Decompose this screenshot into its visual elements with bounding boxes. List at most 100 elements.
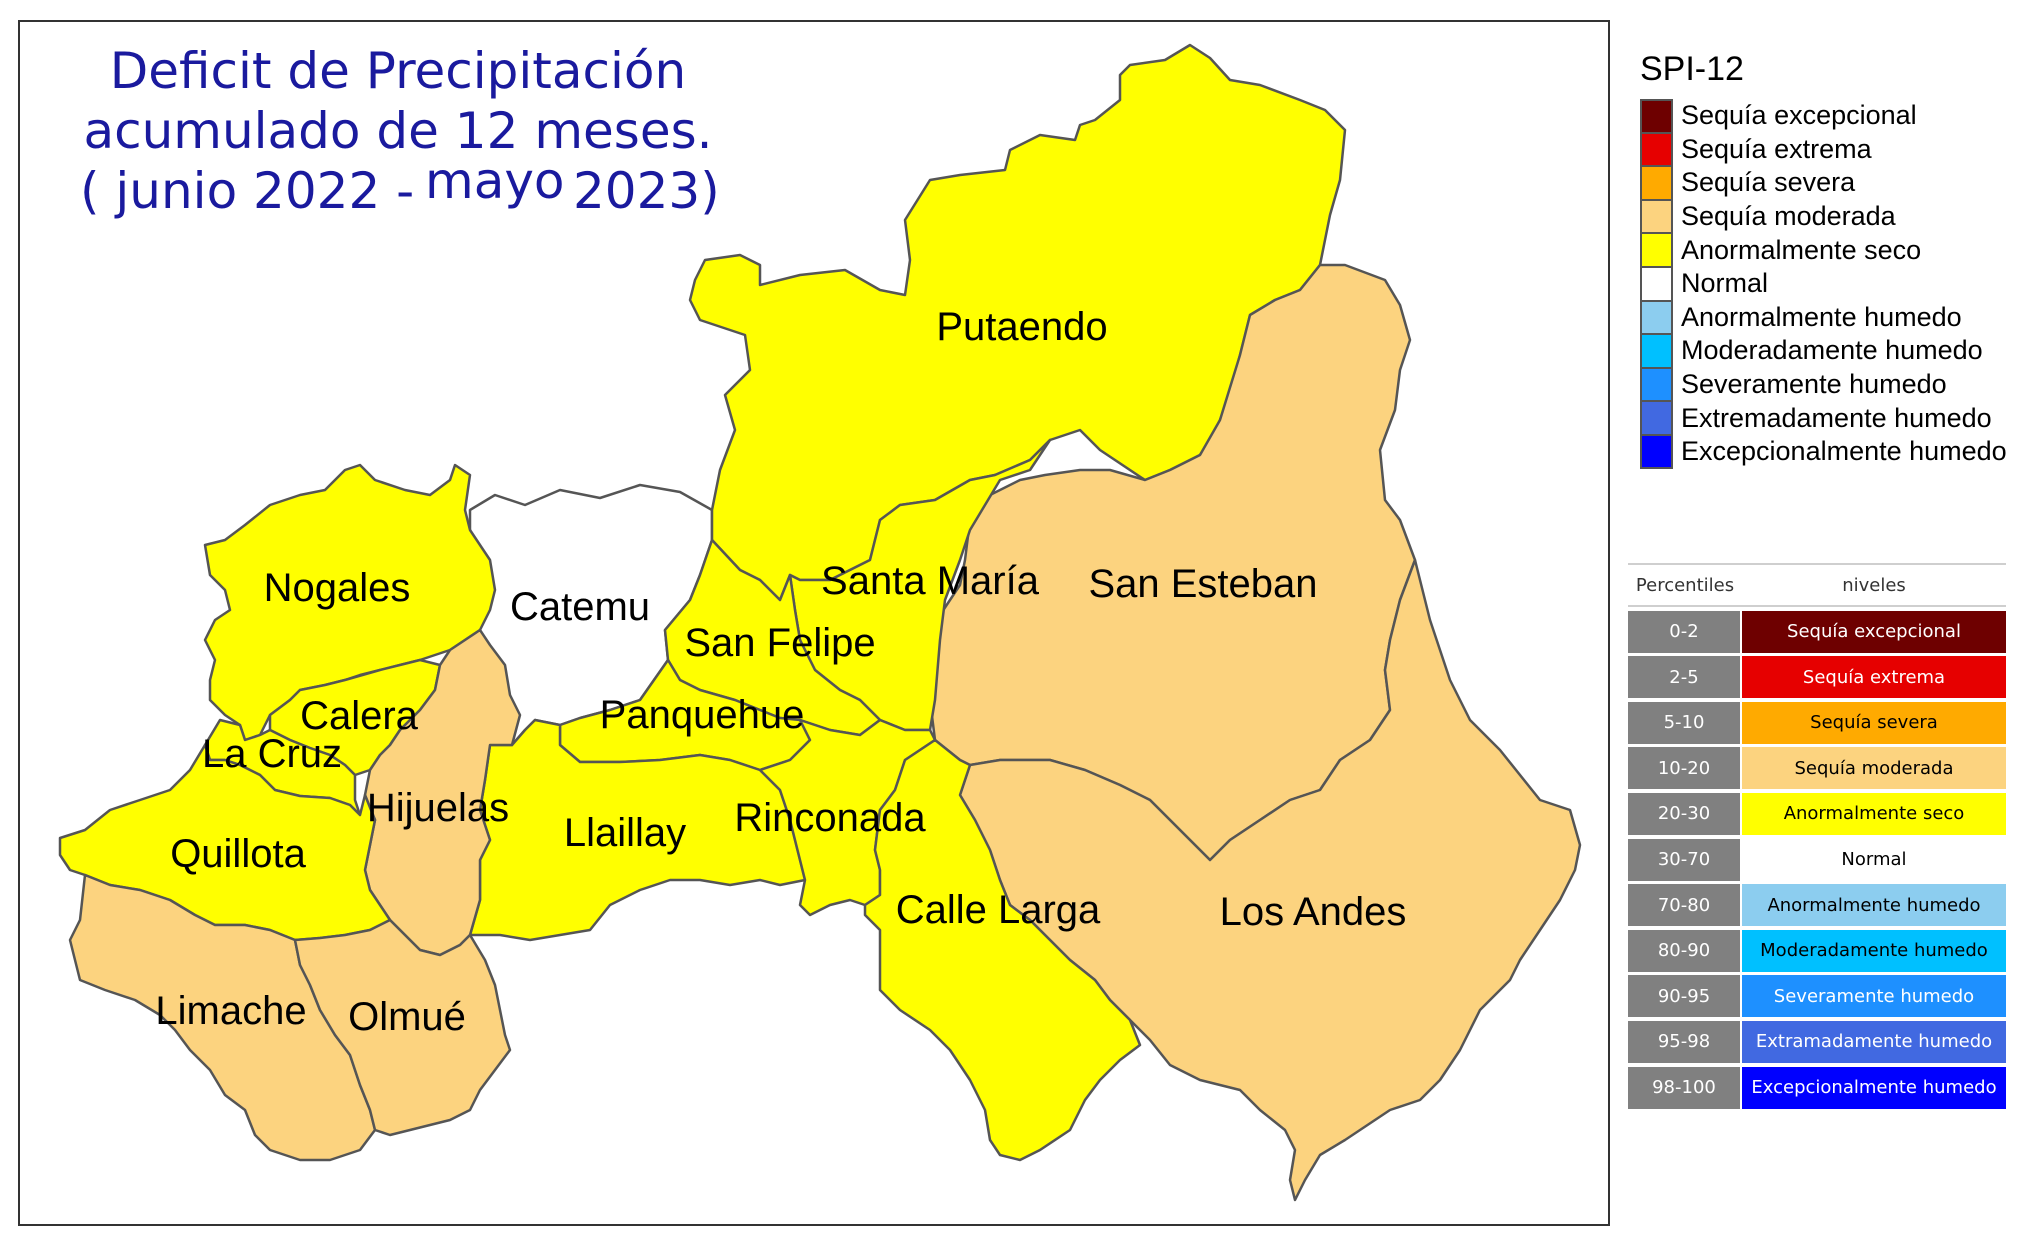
percentile-level-cell: Sequía excepcional — [1742, 610, 2006, 653]
percentile-range-cell: 80-90 — [1628, 929, 1740, 972]
spi-legend-swatch — [1640, 401, 1673, 435]
percentile-table: Percentiles niveles 0-2 Sequía excepciona… — [1628, 563, 2006, 1109]
spi-legend-label: Moderadamente humedo — [1681, 335, 1983, 366]
spi-legend-swatch — [1640, 233, 1673, 267]
percentile-level-cell: Anormalmente humedo — [1742, 884, 2006, 927]
spi-legend-item: Sequía moderada — [1640, 199, 2040, 234]
label-santa-maria: Santa María — [821, 559, 1040, 603]
spi-legend-label: Severamente humedo — [1681, 369, 1947, 400]
label-panquehue: Panquehue — [600, 693, 805, 737]
map-title-line-2: acumulado de 12 meses. — [83, 102, 712, 160]
percentile-table-row: 5-10 Sequía severa — [1628, 701, 2006, 744]
spi-legend-label: Sequía excepcional — [1681, 100, 1917, 131]
spi-legend-swatch — [1640, 199, 1673, 234]
spi-legend-item: Sequía extrema — [1640, 132, 2040, 167]
spi-legend-label: Sequía moderada — [1681, 201, 1896, 232]
spi-legend-item: Extremadamente humedo — [1640, 401, 2040, 435]
percentile-table-row: 90-95 Severamente humedo — [1628, 975, 2006, 1018]
spi-legend-swatch — [1640, 334, 1673, 368]
percentile-table-row: 30-70 Normal — [1628, 838, 2006, 881]
percentile-range-cell: 20-30 — [1628, 792, 1740, 835]
percentile-range-cell: 30-70 — [1628, 838, 1740, 881]
header-niveles: niveles — [1842, 574, 1906, 596]
region-nogales — [203, 463, 497, 742]
map-title-line-1: Deficit de Precipitación — [110, 42, 686, 100]
spi-legend-label: Normal — [1681, 268, 1769, 299]
label-calle-larga: Calle Larga — [896, 888, 1101, 932]
label-la-cruz: La Cruz — [202, 732, 342, 776]
percentile-table-header: Percentiles niveles — [1628, 563, 2006, 607]
spi-legend-label: Sequía extrema — [1681, 133, 1872, 164]
label-nogales: Nogales — [264, 566, 411, 610]
label-los-andes: Los Andes — [1220, 890, 1407, 934]
label-catemu: Catemu — [510, 585, 650, 629]
percentile-level-cell: Sequía severa — [1742, 701, 2006, 744]
label-quillota: Quillota — [170, 832, 306, 876]
label-llaillay: Llaillay — [564, 811, 686, 855]
spi-legend-item: Anormalmente humedo — [1640, 300, 2040, 335]
percentile-range-cell: 10-20 — [1628, 747, 1740, 790]
label-san-felipe: San Felipe — [684, 621, 875, 665]
label-san-esteban: San Esteban — [1088, 562, 1317, 606]
spi-legend-item: Moderadamente humedo — [1640, 334, 2040, 368]
percentile-level-cell: Excepcionalmente humedo — [1742, 1066, 2006, 1109]
percentile-table-row: 70-80 Anormalmente humedo — [1628, 884, 2006, 927]
label-rinconada: Rinconada — [734, 796, 926, 840]
spi-legend-item: Severamente humedo — [1640, 367, 2040, 402]
percentile-table-row: 10-20 Sequía moderada — [1628, 747, 2006, 790]
spi-legend-title: SPI-12 — [1640, 50, 1744, 88]
spi-legend-label: Anormalmente humedo — [1681, 301, 1962, 332]
percentile-table-rows: 0-2 Sequía excepcional 2-5 Sequía extrema 5-… — [1628, 610, 2006, 1109]
percentile-table-row: 0-2 Sequía excepcional — [1628, 610, 2006, 653]
map-title-line-3b: mayo — [425, 152, 565, 210]
map-title-line-3a: ( junio 2022 - — [80, 162, 414, 220]
spi-legend-label: Sequía severa — [1681, 167, 1856, 198]
percentile-table-row: 95-98 Extramadamente humedo — [1628, 1020, 2006, 1063]
spi-legend-item: Sequía excepcional — [1640, 99, 2040, 133]
region-olmue — [293, 918, 512, 1137]
percentile-range-cell: 90-95 — [1628, 975, 1740, 1018]
percentile-table-row: 2-5 Sequía extrema — [1628, 656, 2006, 699]
percentile-range-cell: 0-2 — [1628, 610, 1740, 653]
label-limache: Limache — [155, 989, 306, 1033]
spi-legend-items: Sequía excepcional Sequía extrema Sequía s… — [1640, 99, 2040, 469]
percentile-table-row: 20-30 Anormalmente seco — [1628, 792, 2006, 835]
spi-legend-item: Excepcionalmente humedo — [1640, 434, 2040, 469]
spi-legend-label: Extremadamente humedo — [1681, 402, 1992, 433]
region-calle-larga — [863, 738, 1142, 1162]
map-title-line-3c: 2023) — [573, 162, 720, 220]
spi-legend-swatch — [1640, 300, 1673, 335]
label-putaendo: Putaendo — [936, 305, 1107, 349]
label-calera: Calera — [300, 694, 419, 738]
header-percentiles: Percentiles — [1635, 574, 1735, 596]
spi-legend-swatch — [1640, 266, 1673, 301]
percentile-level-cell: Extramadamente humedo — [1742, 1020, 2006, 1063]
spi-legend: SPI-12 Sequía excepcional Sequía extrema S… — [1640, 50, 2040, 469]
percentile-range-cell: 5-10 — [1628, 701, 1740, 744]
spi-legend-item: Sequía severa — [1640, 166, 2040, 200]
spi-legend-swatch — [1640, 166, 1673, 200]
spi-legend-swatch — [1640, 132, 1673, 167]
percentile-level-cell: Moderadamente humedo — [1742, 929, 2006, 972]
spi-legend-label: Anormalmente seco — [1681, 234, 1922, 265]
label-olmue: Olmué — [348, 995, 466, 1039]
percentile-range-cell: 70-80 — [1628, 884, 1740, 927]
percentile-level-cell: Normal — [1742, 838, 2006, 881]
percentile-level-cell: Sequía extrema — [1742, 656, 2006, 699]
spi-legend-item: Normal — [1640, 266, 2040, 301]
spi-legend-swatch — [1640, 367, 1673, 402]
spi-legend-item: Anormalmente seco — [1640, 233, 2040, 267]
region-limache — [68, 873, 377, 1162]
percentile-range-cell: 95-98 — [1628, 1020, 1740, 1063]
spi-legend-label: Excepcionalmente humedo — [1681, 436, 2007, 467]
percentile-level-cell: Severamente humedo — [1742, 975, 2006, 1018]
percentile-level-cell: Anormalmente seco — [1742, 792, 2006, 835]
spi-legend-swatch — [1640, 434, 1673, 469]
percentile-table-row: 98-100 Excepcionalmente humedo — [1628, 1066, 2006, 1109]
percentile-level-cell: Sequía moderada — [1742, 747, 2006, 790]
label-hijuelas: Hijuelas — [367, 786, 509, 830]
percentile-range-cell: 2-5 — [1628, 656, 1740, 699]
spi-legend-swatch — [1640, 99, 1673, 133]
percentile-range-cell: 98-100 — [1628, 1066, 1740, 1109]
